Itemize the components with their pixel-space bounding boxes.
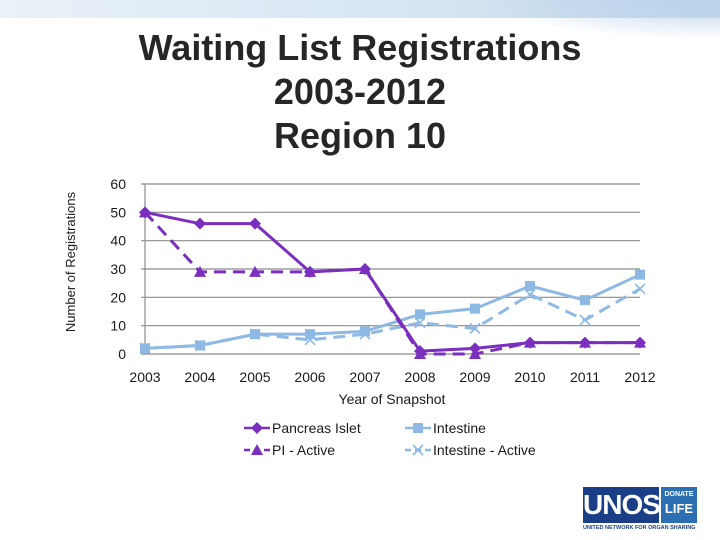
y-axis-label: Number of Registrations [63, 191, 78, 332]
legend-label-intestine-active: Intestine - Active [433, 442, 536, 458]
series-line-intestine-active [144, 287, 641, 350]
data-point-intestine [635, 269, 645, 280]
legend-label-pancreas-islet: Pancreas Islet [272, 420, 361, 436]
title-line-3: Region 10 [273, 115, 447, 156]
data-point-pi-active [249, 265, 261, 277]
data-point-pi-active [194, 265, 206, 277]
data-point-pancreas-islet [524, 336, 536, 349]
y-tick-label: 30 [110, 261, 126, 277]
x-tick-label: 2006 [294, 369, 325, 385]
y-tick-label: 0 [118, 346, 126, 362]
series-line-pancreas-islet [144, 210, 640, 353]
x-tick-label: 2004 [184, 369, 215, 385]
data-point-pancreas-islet [634, 336, 646, 349]
data-point-intestine [580, 295, 590, 306]
data-point-intestine [305, 329, 315, 340]
y-tick-label: 20 [110, 289, 126, 305]
y-tick-label: 40 [110, 233, 126, 249]
header-decoration [0, 0, 720, 40]
x-tick-label: 2003 [129, 369, 160, 385]
legend-marker-pi-active [251, 444, 263, 455]
data-point-intestine-active [524, 288, 536, 301]
data-point-intestine-active [194, 339, 206, 352]
data-point-intestine [525, 281, 535, 291]
y-tick-label: 50 [110, 204, 126, 220]
data-point-pancreas-islet [579, 336, 591, 349]
data-point-pancreas-islet [194, 217, 206, 230]
chart-title: Waiting List Registrations 2003-2012 Reg… [70, 26, 650, 158]
x-tick-label: 2007 [349, 369, 380, 385]
data-point-intestine-active [249, 328, 261, 340]
title-line-2: 2003-2012 [273, 71, 447, 112]
data-point-intestine-active [304, 334, 316, 346]
y-tick-label: 60 [110, 176, 126, 192]
data-point-intestine-active [634, 283, 646, 295]
logo-tagline: UNITED NETWORK FOR ORGAN SHARING [583, 525, 696, 531]
x-tick-label: 2005 [239, 369, 270, 385]
y-tick-label: 10 [110, 318, 126, 334]
data-point-intestine-active [359, 328, 371, 340]
data-point-pancreas-islet [304, 265, 316, 278]
data-point-pancreas-islet [469, 342, 481, 355]
legend-marker-pancreas-islet [251, 422, 263, 434]
legend-label-intestine: Intestine [433, 420, 486, 436]
x-tick-label: 2012 [624, 369, 655, 385]
x-tick-label: 2011 [570, 369, 600, 385]
data-point-intestine-active [414, 317, 426, 329]
data-point-intestine [470, 303, 480, 314]
title-line-1: Waiting List Registrations [138, 27, 582, 68]
x-tick-label: 2009 [459, 369, 490, 385]
data-point-intestine [360, 326, 370, 337]
badge-bottom-text: LIFE [664, 501, 694, 516]
x-axis-label: Year of Snapshot [339, 391, 446, 407]
series-line-pi-active [143, 211, 640, 356]
legend-label-pi-active: PI - Active [272, 442, 335, 458]
legend-marker-intestine-active [412, 444, 424, 456]
badge-top-text: DONATE [664, 491, 694, 498]
x-tick-label: 2008 [404, 369, 435, 385]
data-point-intestine-active [139, 342, 151, 354]
x-tick-label: 2010 [514, 369, 545, 385]
logo-wordmark: UNOS [583, 487, 661, 523]
legend-marker-intestine [413, 423, 423, 433]
data-point-pancreas-islet [249, 217, 261, 230]
data-point-intestine-active [579, 314, 591, 326]
data-point-intestine [415, 309, 425, 320]
donate-life-badge: DONATE LIFE [661, 487, 697, 523]
data-point-pancreas-islet [414, 345, 426, 358]
data-point-intestine-active [469, 322, 481, 335]
unos-logo: UNOS DONATE LIFE UNITED NETWORK FOR ORGA… [583, 487, 701, 533]
data-point-pancreas-islet [359, 263, 371, 275]
data-point-pancreas-islet [139, 206, 151, 219]
